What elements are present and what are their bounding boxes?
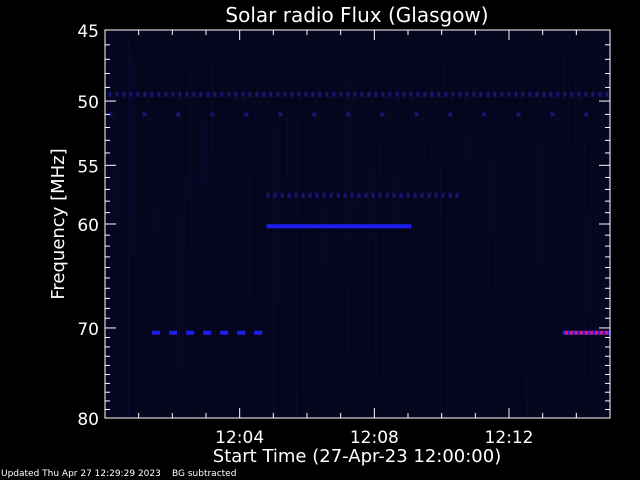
x-axis-label: Start Time (27-Apr-23 12:00:00)	[213, 446, 501, 467]
feature-line-49.5	[108, 91, 609, 97]
y-tick-label-2: 55	[77, 157, 99, 177]
y-tick-label-3: 60	[77, 216, 99, 236]
emission-features	[108, 91, 610, 335]
feature-line-60	[266, 224, 412, 229]
y-tick-label-5: 80	[77, 410, 99, 430]
bg-subtracted-note: BG subtracted	[172, 469, 237, 479]
feature-line-70.5-right	[562, 330, 610, 335]
y-tick-label-4: 70	[77, 320, 99, 340]
x-tick-label-2: 12:12	[485, 428, 534, 448]
plot-area	[105, 30, 610, 418]
feature-line-51	[108, 112, 589, 117]
updated-timestamp: Updated Thu Apr 27 12:29:29 2023	[1, 469, 161, 479]
chart-title: Solar radio Flux (Glasgow)	[225, 3, 488, 27]
feature-line-70.5	[152, 330, 263, 335]
noise-texture	[107, 30, 609, 419]
y-axis-label: Frequency [MHz]	[48, 148, 69, 299]
feature-line-57.5	[266, 192, 459, 198]
y-tick-label-0: 45	[77, 22, 99, 42]
x-tick-label-0: 12:04	[215, 428, 264, 448]
axes: 45 50 55 60 70 80 12:04 12:08 12:12	[77, 22, 611, 448]
x-tick-label-1: 12:08	[350, 428, 399, 448]
y-tick-label-1: 50	[77, 93, 99, 113]
